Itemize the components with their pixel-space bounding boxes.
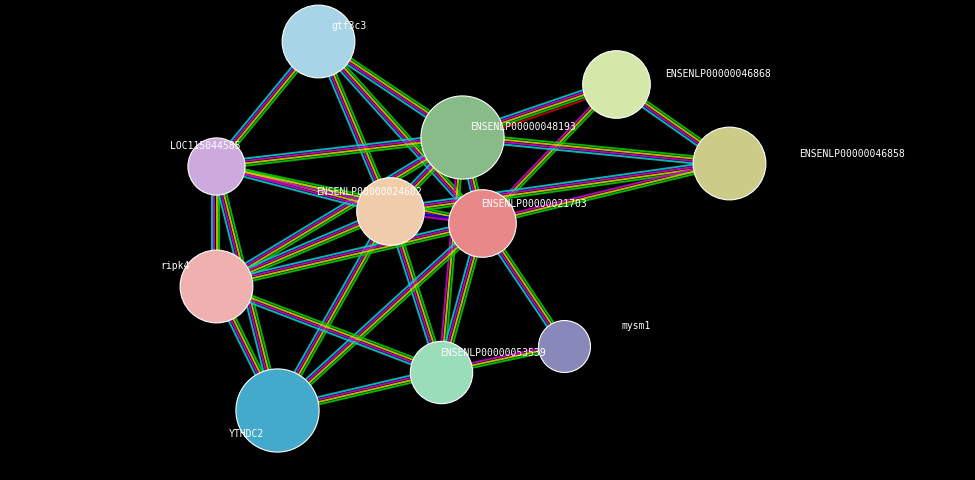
Text: gtf3c3: gtf3c3 bbox=[332, 22, 367, 31]
Text: ENSENLP00000046858: ENSENLP00000046858 bbox=[799, 149, 905, 158]
Point bbox=[721, 159, 736, 167]
Text: ENSENLP00000024602: ENSENLP00000024602 bbox=[317, 187, 422, 197]
Text: ENSENLP00000053539: ENSENLP00000053539 bbox=[440, 348, 545, 358]
Point bbox=[208, 282, 223, 289]
Text: ripk4: ripk4 bbox=[160, 262, 189, 271]
Point bbox=[454, 133, 470, 141]
Point bbox=[557, 342, 572, 349]
Text: ENSENLP00000048193: ENSENLP00000048193 bbox=[471, 122, 576, 132]
Point bbox=[310, 37, 326, 45]
Point bbox=[434, 368, 449, 376]
Text: ENSENLP00000021703: ENSENLP00000021703 bbox=[481, 199, 587, 209]
Point bbox=[382, 207, 398, 215]
Text: ENSENLP00000046868: ENSENLP00000046868 bbox=[666, 70, 771, 79]
Point bbox=[269, 407, 285, 414]
Point bbox=[608, 80, 624, 88]
Point bbox=[208, 162, 223, 169]
Text: LOC115044585: LOC115044585 bbox=[170, 142, 241, 151]
Text: mysm1: mysm1 bbox=[622, 322, 651, 331]
Point bbox=[475, 219, 490, 227]
Text: YTHDC2: YTHDC2 bbox=[229, 430, 264, 439]
